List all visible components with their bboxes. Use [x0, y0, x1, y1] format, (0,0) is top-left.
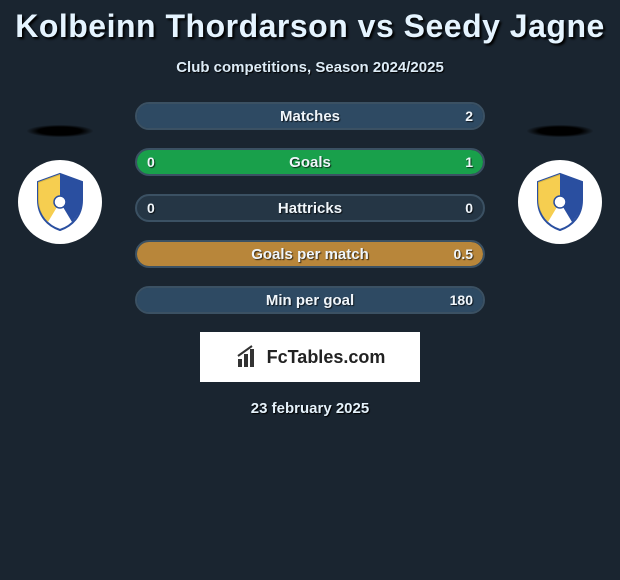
avatar-placeholder-left: [10, 120, 110, 142]
stat-value-right: 2: [465, 108, 473, 124]
stat-value-right: 1: [465, 154, 473, 170]
stat-value-left: 0: [147, 154, 155, 170]
stat-row: Matches 2: [135, 102, 485, 130]
stat-value-left: 0: [147, 200, 155, 216]
stat-value-right: 180: [450, 292, 473, 308]
date-label: 23 february 2025: [0, 400, 620, 417]
club-badge-right: [518, 160, 602, 244]
stat-label: Hattricks: [278, 200, 342, 217]
stat-value-right: 0.5: [454, 246, 473, 262]
shield-icon: [28, 170, 92, 234]
brand-box: FcTables.com: [200, 332, 420, 382]
club-badge-left: [18, 160, 102, 244]
stat-value-right: 0: [465, 200, 473, 216]
stat-label: Goals: [289, 154, 331, 171]
stat-label: Min per goal: [266, 292, 354, 309]
stats-panel: Matches 2 0 Goals 1 0 Hattricks 0 Goals per matc…: [135, 102, 485, 314]
shield-icon: [528, 170, 592, 234]
player-right-slot: [510, 120, 610, 244]
brand-text: FcTables.com: [267, 347, 386, 368]
stat-label: Matches: [280, 108, 340, 125]
stat-row: 0 Hattricks 0: [135, 194, 485, 222]
stat-row: Min per goal 180: [135, 286, 485, 314]
avatar-placeholder-right: [510, 120, 610, 142]
player-left-slot: [10, 120, 110, 244]
stat-label: Goals per match: [251, 246, 369, 263]
chart-icon: [235, 344, 261, 370]
stat-row: 0 Goals 1: [135, 148, 485, 176]
stat-row: Goals per match 0.5: [135, 240, 485, 268]
page-title: Kolbeinn Thordarson vs Seedy Jagne: [0, 0, 620, 45]
page-subtitle: Club competitions, Season 2024/2025: [0, 59, 620, 76]
